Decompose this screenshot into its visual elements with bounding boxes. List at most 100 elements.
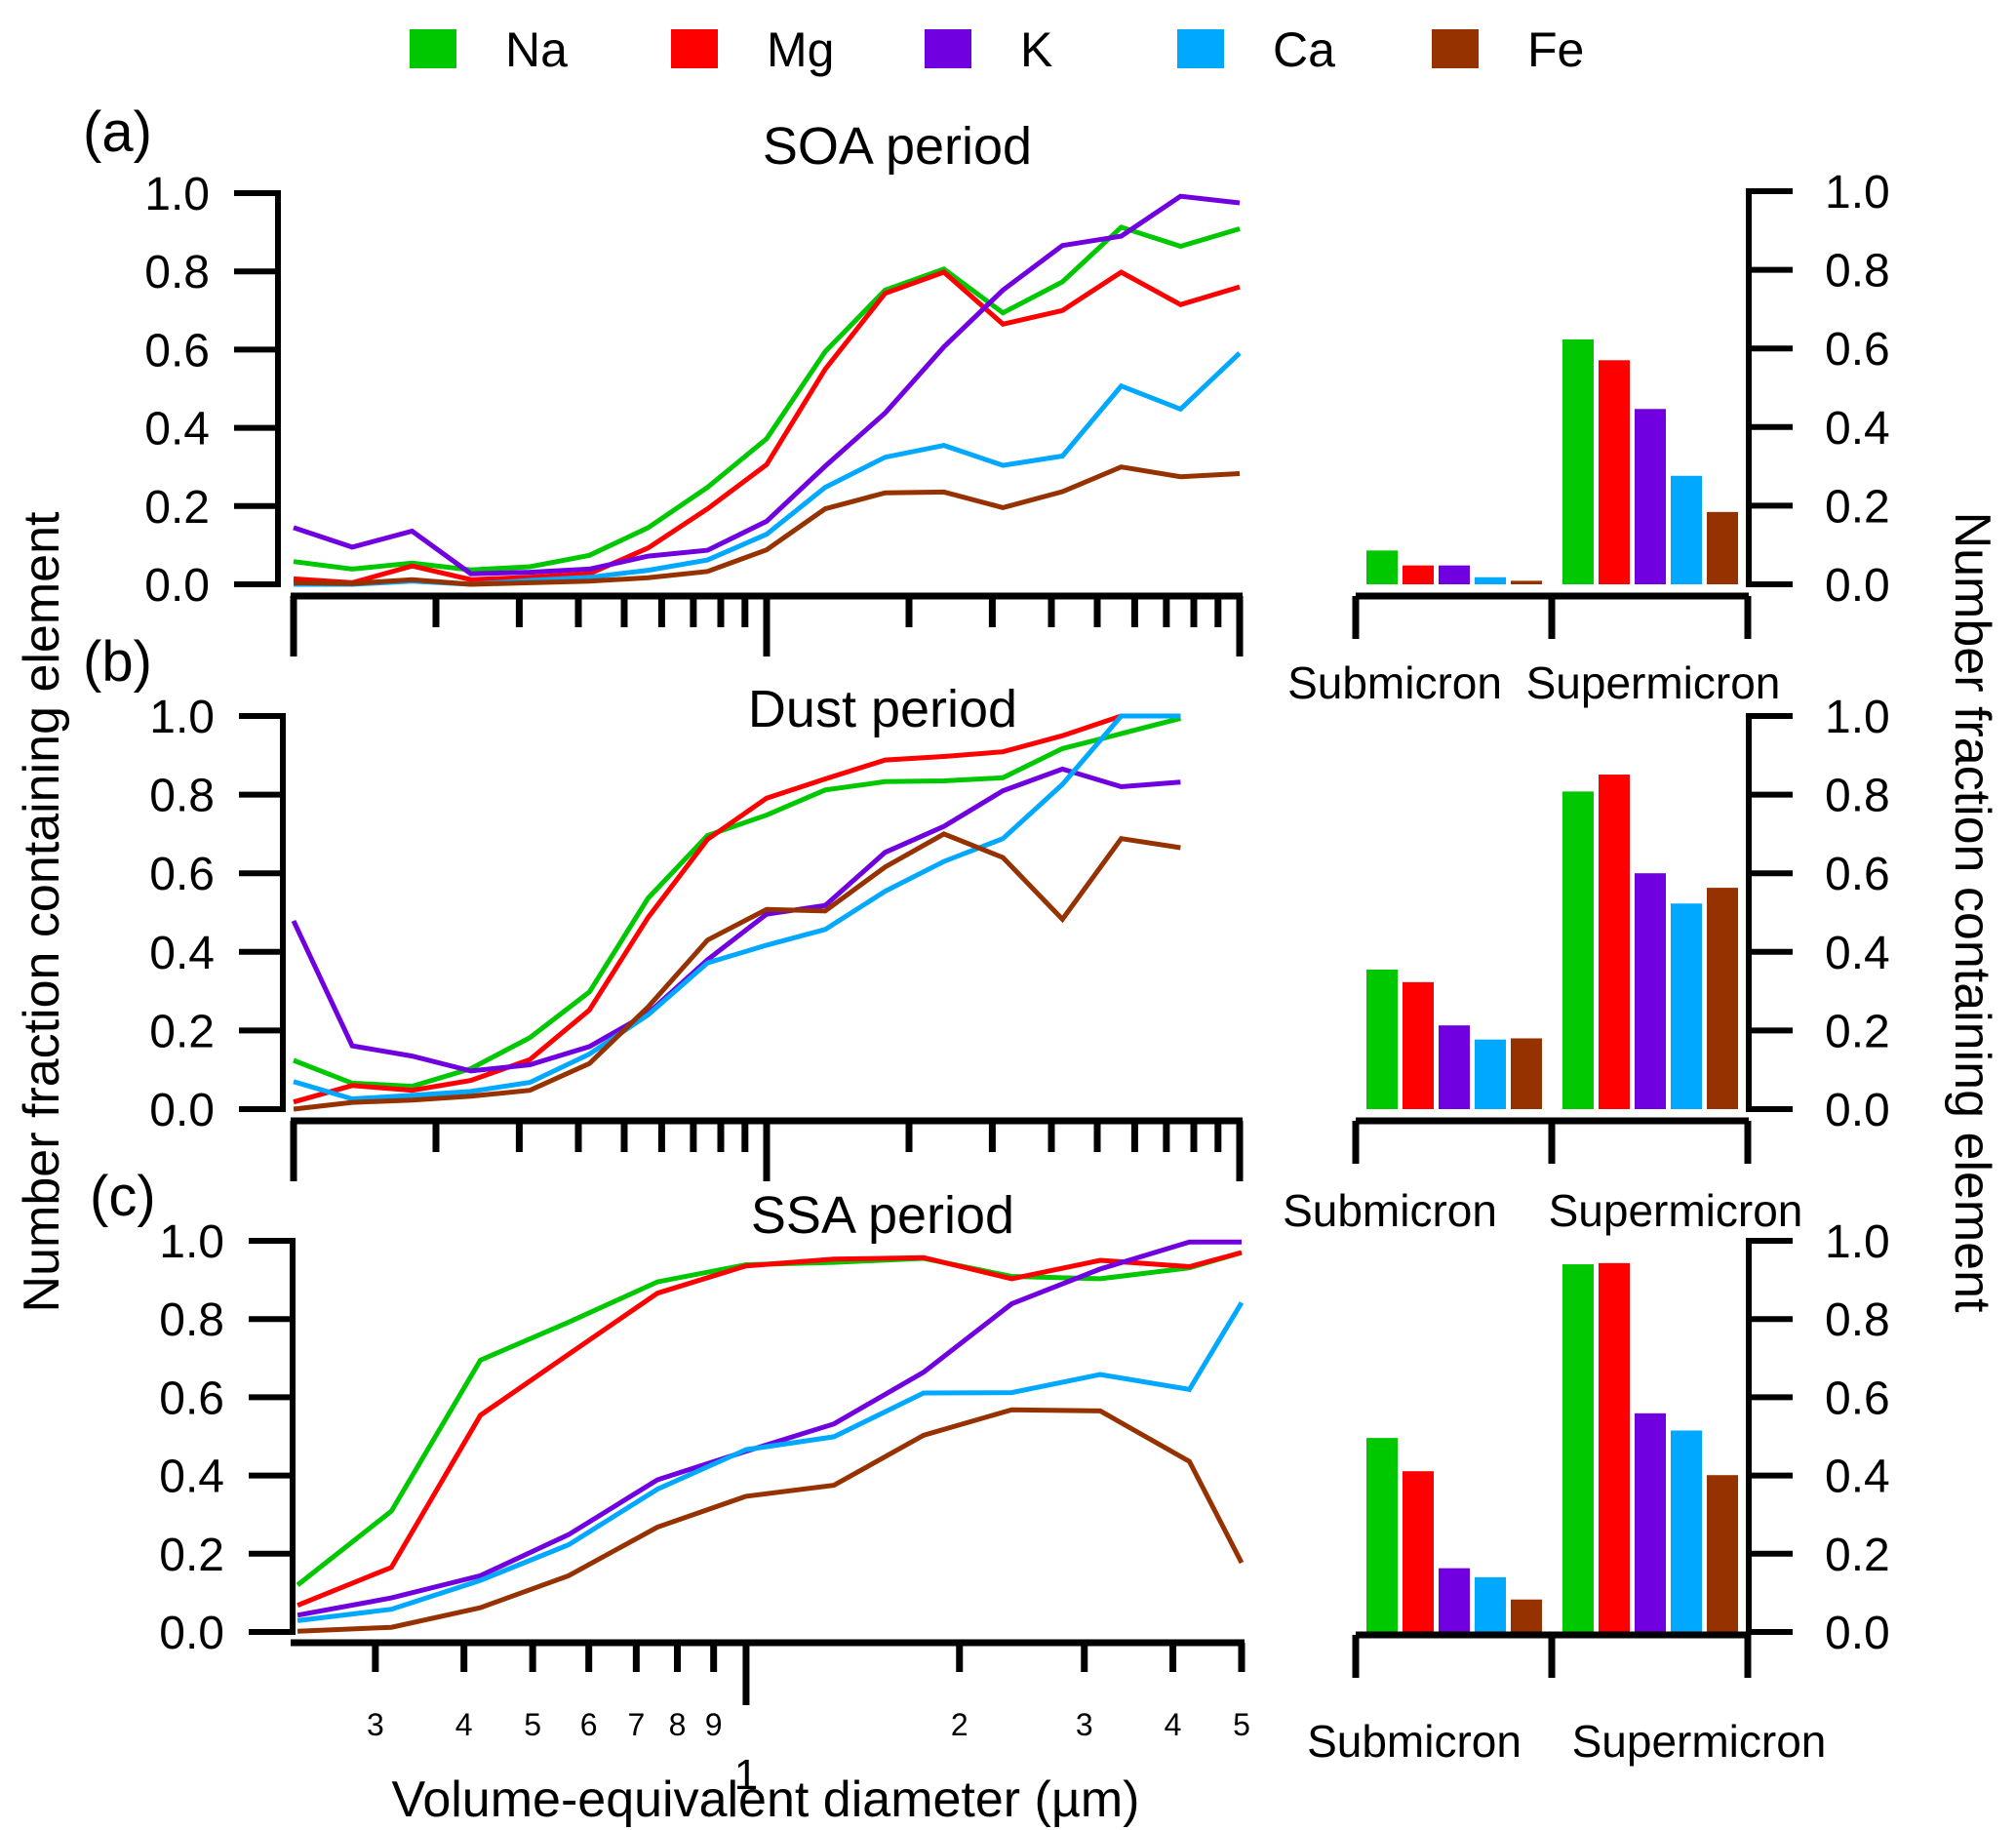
- bar-category-label-supermicron: Supermicron: [1549, 1185, 1803, 1236]
- legend-swatch-ca: [1177, 29, 1224, 68]
- bar-k-submicron-b: [1439, 1025, 1470, 1109]
- bar-mg-supermicron-a: [1599, 360, 1630, 584]
- series-line-mg-b: [293, 713, 1181, 1105]
- y-tick-label: 0.0: [144, 560, 210, 612]
- bar-fe-supermicron-a: [1707, 511, 1738, 584]
- bar-fe-supermicron-c: [1707, 1475, 1738, 1632]
- x-tick-label: 7: [627, 1707, 645, 1742]
- bar-chart-c: 0.0 0.2 0.4 0.6 0.8 1.0 Submicron Supermicron: [1307, 1216, 1890, 1767]
- bar-k-submicron-a: [1439, 565, 1470, 584]
- bar-fe-submicron-c: [1511, 1599, 1542, 1632]
- y-tick-label: 0.6: [159, 1372, 224, 1424]
- bar-y-tick-label: 0.2: [1825, 1530, 1890, 1581]
- x-tick-label: 9: [705, 1707, 723, 1742]
- x-tick-label: 4: [1165, 1707, 1182, 1742]
- bar-fe-submicron-a: [1511, 580, 1542, 584]
- x-tick-label: 6: [580, 1707, 598, 1742]
- bar-y-tick-label: 0.4: [1825, 1452, 1890, 1503]
- bar-chart-b: 0.0 0.2 0.4 0.6 0.8 1.0 Submicron Supermicron: [1283, 692, 1890, 1236]
- bar-na-submicron-b: [1366, 969, 1398, 1109]
- line-chart-c: 0.0 0.2 0.4 0.6 0.8 1.0 3 4 5 6 7 8 9 2 3 4 5 1: [159, 1216, 1250, 1799]
- line-chart-b: 0.0 0.2 0.4 0.6 0.8 1.0: [149, 692, 1244, 1181]
- bar-na-submicron-c: [1366, 1438, 1398, 1632]
- legend: Na Mg K Ca Fe: [410, 22, 1584, 77]
- bar-y-tick-label: 0.6: [1825, 1372, 1890, 1424]
- legend-swatch-na: [410, 29, 456, 68]
- legend-swatch-fe: [1432, 29, 1479, 68]
- bar-k-supermicron-a: [1635, 409, 1666, 584]
- y-tick-label: 0.4: [159, 1452, 224, 1503]
- x-tick-label: 3: [367, 1707, 384, 1742]
- panel-label-a: (a): [83, 100, 152, 164]
- bar-y-tick-label: 0.8: [1825, 1294, 1890, 1346]
- bar-ca-submicron-b: [1475, 1039, 1506, 1109]
- bar-y-tick-label: 0.8: [1825, 246, 1890, 298]
- bar-y-tick-label: 0.0: [1825, 560, 1890, 612]
- bar-y-tick-label: 0.8: [1825, 771, 1890, 822]
- panel-title-a: SOA period: [763, 117, 1032, 176]
- bar-na-supermicron-a: [1562, 338, 1594, 584]
- y-tick-label: 0.0: [149, 1085, 215, 1136]
- bar-chart-a: 0.0 0.2 0.4 0.6 0.8 1.0 Submicron Supermicron: [1287, 167, 1890, 708]
- bar-y-tick-label: 0.2: [1825, 1006, 1890, 1057]
- bar-y-tick-label: 0.2: [1825, 481, 1890, 533]
- series-line-mg-c: [296, 1250, 1243, 1609]
- right-y-axis-label: Number fraction containing element: [1944, 512, 2000, 1313]
- legend-swatch-mg: [671, 29, 718, 68]
- bar-category-label-supermicron: Supermicron: [1572, 1716, 1827, 1767]
- bar-category-label-submicron: Submicron: [1287, 657, 1502, 708]
- series-line-mg-a: [293, 269, 1241, 585]
- bar-na-submicron-a: [1366, 550, 1398, 584]
- y-tick-label: 0.4: [144, 404, 210, 456]
- x-tick-label: 3: [1076, 1707, 1093, 1742]
- bar-category-label-submicron: Submicron: [1283, 1185, 1497, 1236]
- bar-k-submicron-c: [1439, 1568, 1470, 1632]
- series-line-na-b: [293, 715, 1182, 1090]
- bar-y-tick-label: 0.6: [1825, 324, 1890, 376]
- bar-mg-submicron-b: [1403, 981, 1434, 1109]
- y-tick-label: 0.8: [159, 1294, 224, 1346]
- x-tick-label: 8: [669, 1707, 687, 1742]
- panel-title-c: SSA period: [751, 1186, 1014, 1245]
- y-tick-label: 0.8: [144, 247, 210, 298]
- x-tick-label: 4: [455, 1707, 473, 1742]
- y-tick-label: 0.8: [149, 771, 215, 822]
- bar-fe-supermicron-b: [1707, 888, 1738, 1109]
- panel-label-b: (b): [83, 630, 152, 694]
- y-tick-label: 0.2: [159, 1530, 224, 1581]
- legend-label-fe: Fe: [1527, 22, 1584, 77]
- bar-ca-submicron-c: [1475, 1576, 1506, 1632]
- series-line-na-c: [296, 1250, 1243, 1587]
- y-tick-label: 1.0: [159, 1216, 224, 1268]
- bar-ca-supermicron-c: [1671, 1430, 1702, 1632]
- series-line-k-c: [296, 1239, 1242, 1618]
- bar-ca-supermicron-b: [1671, 903, 1702, 1109]
- bar-mg-submicron-c: [1403, 1471, 1434, 1632]
- x-tick-label: 5: [1233, 1707, 1250, 1742]
- legend-swatch-k: [925, 29, 971, 68]
- y-tick-label: 1.0: [149, 692, 215, 743]
- y-tick-label: 0.4: [149, 928, 215, 979]
- series-line-na-a: [293, 224, 1241, 573]
- y-tick-label: 0.6: [149, 849, 215, 900]
- bar-y-tick-label: 0.0: [1825, 1085, 1890, 1136]
- x-tick-label: 2: [951, 1707, 968, 1742]
- legend-label-k: K: [1020, 22, 1052, 77]
- bar-y-tick-label: 0.6: [1825, 849, 1890, 900]
- bar-y-tick-label: 0.0: [1825, 1608, 1890, 1659]
- x-tick-label: 5: [524, 1707, 541, 1742]
- legend-label-ca: Ca: [1273, 22, 1335, 77]
- line-chart-a: 0.0 0.2 0.4 0.6 0.8 1.0: [144, 169, 1244, 656]
- y-tick-label: 0.0: [159, 1608, 224, 1659]
- legend-label-na: Na: [505, 22, 568, 77]
- x-major-tick-label: 1: [734, 1751, 758, 1799]
- legend-label-mg: Mg: [767, 22, 834, 77]
- series-line-ca-c: [296, 1301, 1245, 1623]
- panel-label-c: (c): [90, 1165, 156, 1228]
- bar-na-supermicron-b: [1562, 791, 1594, 1109]
- bar-mg-submicron-a: [1403, 565, 1434, 584]
- bar-mg-supermicron-c: [1599, 1262, 1630, 1632]
- series-line-k-b: [291, 766, 1181, 1074]
- bar-ca-supermicron-a: [1671, 475, 1702, 584]
- left-y-axis-label: Number fraction containing element: [14, 511, 70, 1312]
